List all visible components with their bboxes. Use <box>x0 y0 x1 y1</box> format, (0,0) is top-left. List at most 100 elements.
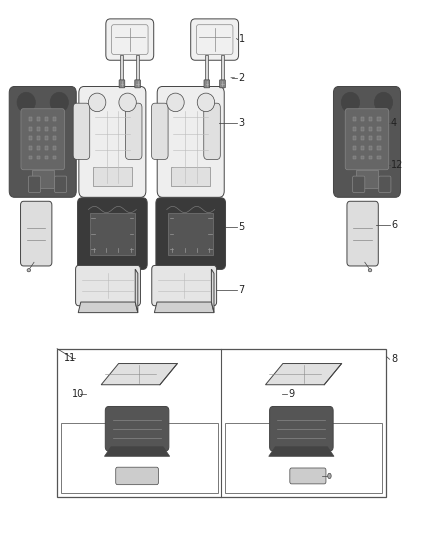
Ellipse shape <box>167 93 184 112</box>
Polygon shape <box>78 302 138 313</box>
Bar <box>45 136 48 140</box>
Bar <box>378 117 381 121</box>
Polygon shape <box>212 269 214 313</box>
Bar <box>205 55 208 80</box>
Polygon shape <box>269 447 334 456</box>
Bar <box>378 146 381 150</box>
Ellipse shape <box>17 92 35 112</box>
Bar <box>45 117 48 121</box>
FancyBboxPatch shape <box>333 86 400 197</box>
FancyBboxPatch shape <box>21 109 64 169</box>
Bar <box>53 117 57 121</box>
Bar <box>369 146 372 150</box>
Polygon shape <box>104 447 170 456</box>
Bar <box>37 127 40 131</box>
Bar <box>53 127 57 131</box>
Bar <box>32 169 53 188</box>
Bar <box>28 156 32 159</box>
FancyBboxPatch shape <box>191 19 239 60</box>
FancyBboxPatch shape <box>28 176 41 192</box>
FancyBboxPatch shape <box>290 468 326 484</box>
Ellipse shape <box>27 269 31 272</box>
Bar <box>45 156 48 159</box>
FancyBboxPatch shape <box>76 265 141 306</box>
Bar <box>378 127 381 131</box>
Text: 7: 7 <box>239 285 245 295</box>
FancyBboxPatch shape <box>125 103 142 159</box>
FancyBboxPatch shape <box>73 103 90 159</box>
Text: 6: 6 <box>391 220 397 230</box>
Bar <box>168 213 213 255</box>
Bar <box>28 117 32 121</box>
Bar <box>221 55 224 80</box>
Bar <box>369 156 372 159</box>
FancyBboxPatch shape <box>347 201 378 266</box>
Text: 5: 5 <box>239 222 245 232</box>
Bar <box>53 146 57 150</box>
Bar <box>60 423 218 493</box>
Bar <box>353 136 356 140</box>
Bar <box>90 213 135 255</box>
FancyBboxPatch shape <box>157 86 224 197</box>
Bar <box>45 127 48 131</box>
Bar <box>28 136 32 140</box>
FancyBboxPatch shape <box>116 467 159 484</box>
Bar <box>361 136 364 140</box>
Bar <box>353 117 356 121</box>
Bar <box>378 156 381 159</box>
Polygon shape <box>154 302 214 313</box>
FancyBboxPatch shape <box>270 407 333 451</box>
Text: 12: 12 <box>391 160 403 169</box>
FancyBboxPatch shape <box>152 265 217 306</box>
Bar <box>353 146 356 150</box>
Bar <box>356 169 378 188</box>
FancyBboxPatch shape <box>21 201 52 266</box>
Text: 10: 10 <box>72 389 84 399</box>
Bar <box>53 136 57 140</box>
FancyBboxPatch shape <box>204 80 210 88</box>
Bar <box>361 117 364 121</box>
Bar <box>171 167 210 185</box>
Bar <box>378 136 381 140</box>
FancyBboxPatch shape <box>135 80 141 88</box>
FancyBboxPatch shape <box>9 86 76 197</box>
Ellipse shape <box>341 92 360 112</box>
FancyBboxPatch shape <box>204 103 220 159</box>
Bar <box>37 117 40 121</box>
Ellipse shape <box>368 269 372 272</box>
Bar <box>225 423 382 493</box>
Text: 3: 3 <box>239 118 245 128</box>
Text: 1: 1 <box>239 34 245 44</box>
Bar <box>37 146 40 150</box>
Ellipse shape <box>119 93 136 112</box>
Polygon shape <box>101 364 177 385</box>
Bar <box>369 117 372 121</box>
Bar <box>45 146 48 150</box>
Bar <box>28 127 32 131</box>
Ellipse shape <box>88 93 106 112</box>
FancyBboxPatch shape <box>379 176 391 192</box>
Bar <box>353 127 356 131</box>
Text: 4: 4 <box>391 118 397 128</box>
Bar <box>120 55 124 80</box>
FancyBboxPatch shape <box>54 176 67 192</box>
Bar <box>37 156 40 159</box>
FancyBboxPatch shape <box>79 86 146 197</box>
Text: 2: 2 <box>239 72 245 83</box>
Bar <box>353 156 356 159</box>
Text: 9: 9 <box>289 389 295 399</box>
FancyBboxPatch shape <box>353 176 365 192</box>
Bar <box>136 55 139 80</box>
FancyBboxPatch shape <box>119 80 125 88</box>
Bar <box>57 349 386 497</box>
FancyBboxPatch shape <box>152 103 168 159</box>
Text: 11: 11 <box>64 353 76 362</box>
Bar <box>53 156 57 159</box>
Ellipse shape <box>197 93 215 112</box>
Bar <box>28 146 32 150</box>
Bar <box>93 167 132 185</box>
Bar <box>37 136 40 140</box>
Polygon shape <box>265 364 342 385</box>
FancyBboxPatch shape <box>105 407 169 451</box>
Ellipse shape <box>328 473 331 479</box>
